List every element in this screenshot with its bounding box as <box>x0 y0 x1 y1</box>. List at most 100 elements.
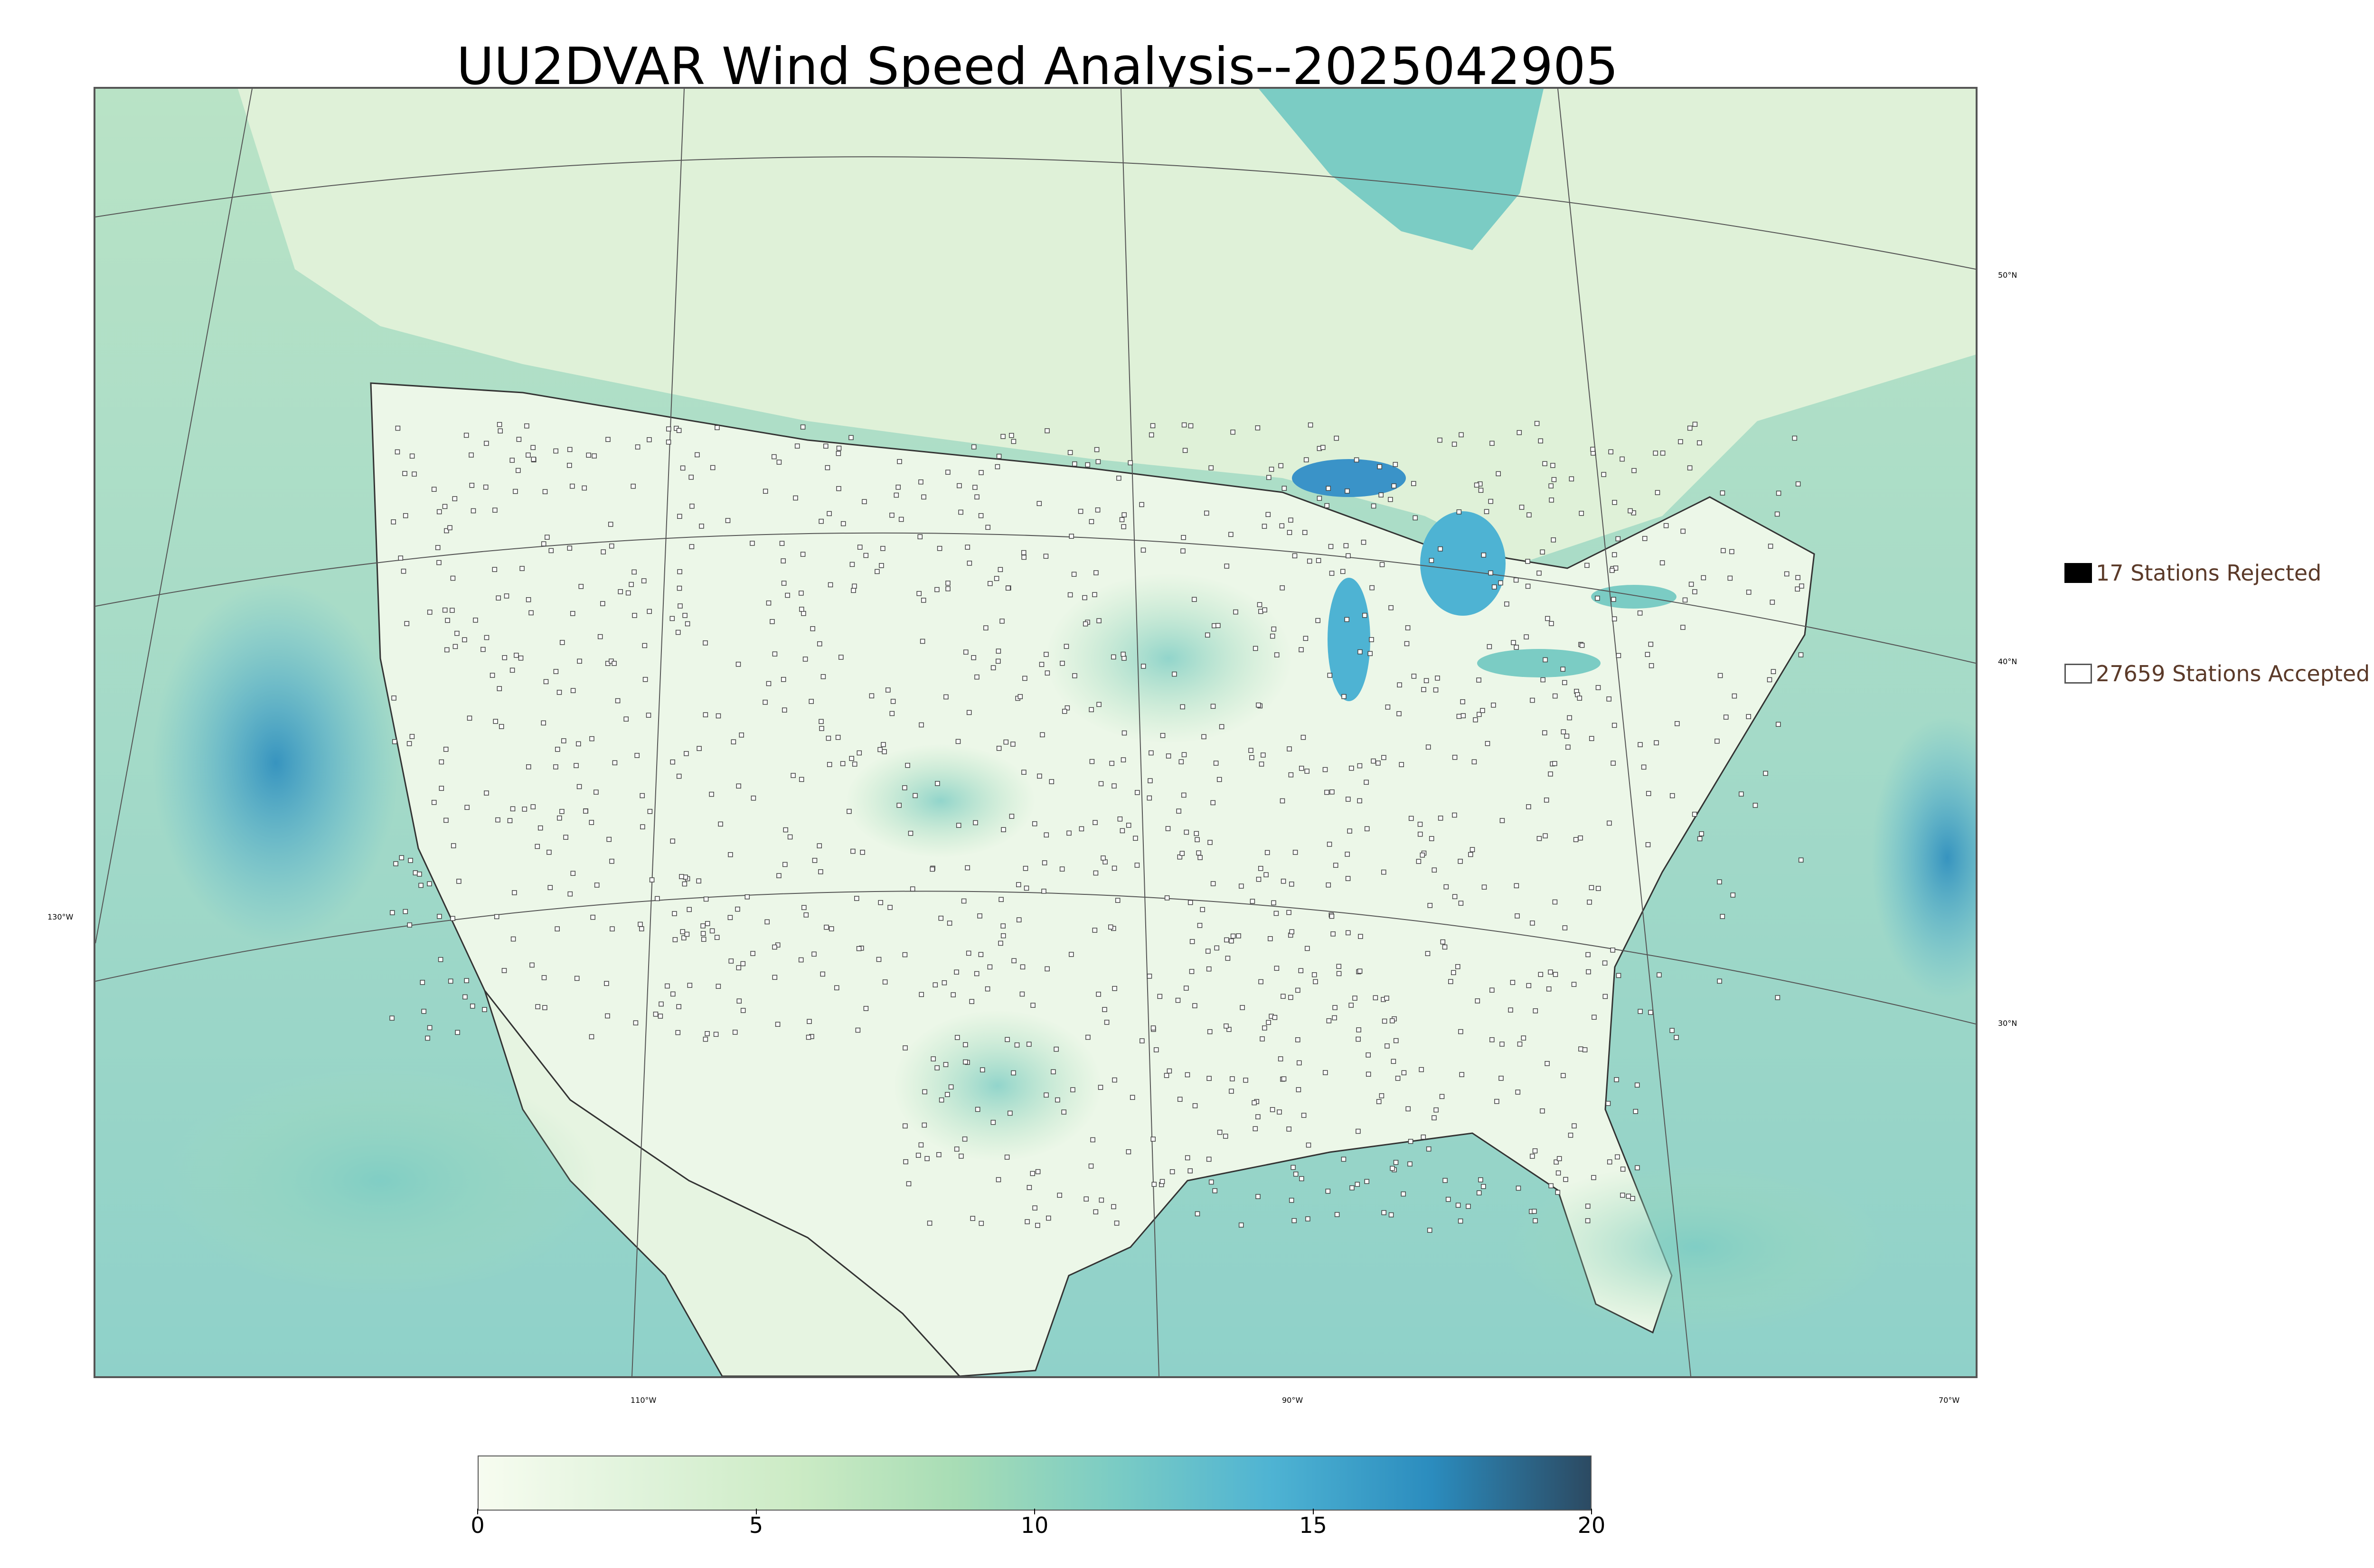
meridian-90w <box>1121 89 1159 1376</box>
station-marker <box>391 519 396 525</box>
station-marker <box>1496 471 1501 477</box>
station-marker <box>1504 601 1509 607</box>
station-marker <box>1525 583 1531 589</box>
station-marker <box>653 1012 659 1017</box>
station-marker <box>1680 528 1686 534</box>
station-marker <box>1358 934 1363 939</box>
station-marker <box>574 976 580 981</box>
station-marker <box>1487 644 1492 649</box>
station-marker <box>510 936 516 942</box>
station-marker <box>642 676 648 682</box>
station-marker <box>1346 797 1351 802</box>
station-marker <box>1631 468 1637 473</box>
station-marker <box>963 1042 968 1047</box>
station-marker <box>1411 481 1416 486</box>
station-marker <box>1364 826 1370 832</box>
station-marker <box>961 898 967 904</box>
station-marker <box>736 998 742 1004</box>
station-marker <box>1027 1185 1032 1190</box>
station-marker <box>919 722 924 728</box>
station-marker <box>1329 571 1335 576</box>
station-marker <box>979 1221 984 1226</box>
station-marker <box>1577 695 1583 701</box>
station-marker <box>1615 1154 1620 1160</box>
station-marker <box>1126 1149 1131 1155</box>
station-marker <box>713 1032 719 1037</box>
station-marker <box>967 561 972 566</box>
station-marker <box>1228 532 1234 537</box>
station-marker <box>1266 475 1272 480</box>
station-marker <box>1182 448 1188 453</box>
station-marker <box>819 719 824 724</box>
station-marker <box>1562 680 1567 685</box>
station-marker <box>1243 1078 1248 1083</box>
station-marker <box>1206 1076 1212 1081</box>
station-marker <box>971 444 977 450</box>
station-marker <box>1088 1164 1094 1169</box>
station-marker <box>567 462 572 468</box>
station-marker <box>1687 425 1693 431</box>
legend-accepted: 27659 Stations Accepted <box>2064 661 2370 686</box>
station-marker <box>1248 748 1253 753</box>
station-marker <box>998 940 1003 946</box>
station-marker <box>659 1001 664 1007</box>
hudson-bay <box>1259 89 1544 250</box>
colorbar-tick-3 <box>1312 1509 1314 1514</box>
station-marker <box>1653 451 1658 456</box>
station-marker <box>610 926 615 931</box>
station-marker <box>1329 913 1335 919</box>
station-marker <box>801 610 806 616</box>
lon-label-110w: 110°W <box>631 1396 657 1405</box>
station-marker <box>1489 1037 1495 1042</box>
station-marker <box>890 699 896 704</box>
station-marker <box>1645 842 1651 847</box>
station-marker <box>965 865 970 871</box>
station-marker <box>1542 461 1547 466</box>
station-marker <box>1348 1003 1354 1008</box>
station-marker <box>445 618 450 623</box>
station-marker <box>1263 872 1269 877</box>
station-marker <box>499 724 504 729</box>
station-marker <box>1093 820 1098 825</box>
station-marker <box>973 820 978 826</box>
station-marker <box>1210 800 1215 806</box>
station-marker <box>1720 914 1725 919</box>
station-marker <box>578 584 584 589</box>
station-marker <box>442 607 448 613</box>
station-marker <box>703 712 708 717</box>
station-marker <box>852 761 857 767</box>
station-marker <box>1795 575 1800 580</box>
station-marker <box>863 553 869 558</box>
station-marker <box>1739 791 1744 797</box>
station-marker <box>589 1034 594 1040</box>
station-marker <box>531 457 536 462</box>
station-marker <box>574 763 579 768</box>
station-marker <box>776 873 782 878</box>
station-marker <box>1270 1107 1275 1112</box>
station-marker <box>840 521 846 526</box>
station-marker <box>516 437 522 442</box>
station-marker <box>1460 713 1466 718</box>
station-marker <box>958 509 963 515</box>
station-marker <box>443 747 449 752</box>
station-marker <box>1556 1156 1562 1161</box>
station-marker <box>851 588 856 593</box>
station-marker <box>1333 863 1338 868</box>
station-marker <box>825 465 830 470</box>
station-marker <box>676 428 682 433</box>
station-marker <box>1135 790 1140 795</box>
station-marker <box>556 690 562 695</box>
station-marker <box>1561 729 1566 734</box>
station-marker <box>827 762 832 767</box>
station-marker <box>1000 923 1006 929</box>
station-marker <box>1458 901 1464 906</box>
station-marker <box>1092 928 1098 933</box>
station-marker <box>1478 1177 1483 1183</box>
station-marker <box>1255 1114 1261 1119</box>
station-marker <box>1181 792 1187 798</box>
station-marker <box>1349 765 1354 771</box>
station-marker <box>1112 865 1117 871</box>
station-marker <box>703 640 708 646</box>
station-marker <box>541 541 546 546</box>
station-marker <box>1292 553 1298 559</box>
